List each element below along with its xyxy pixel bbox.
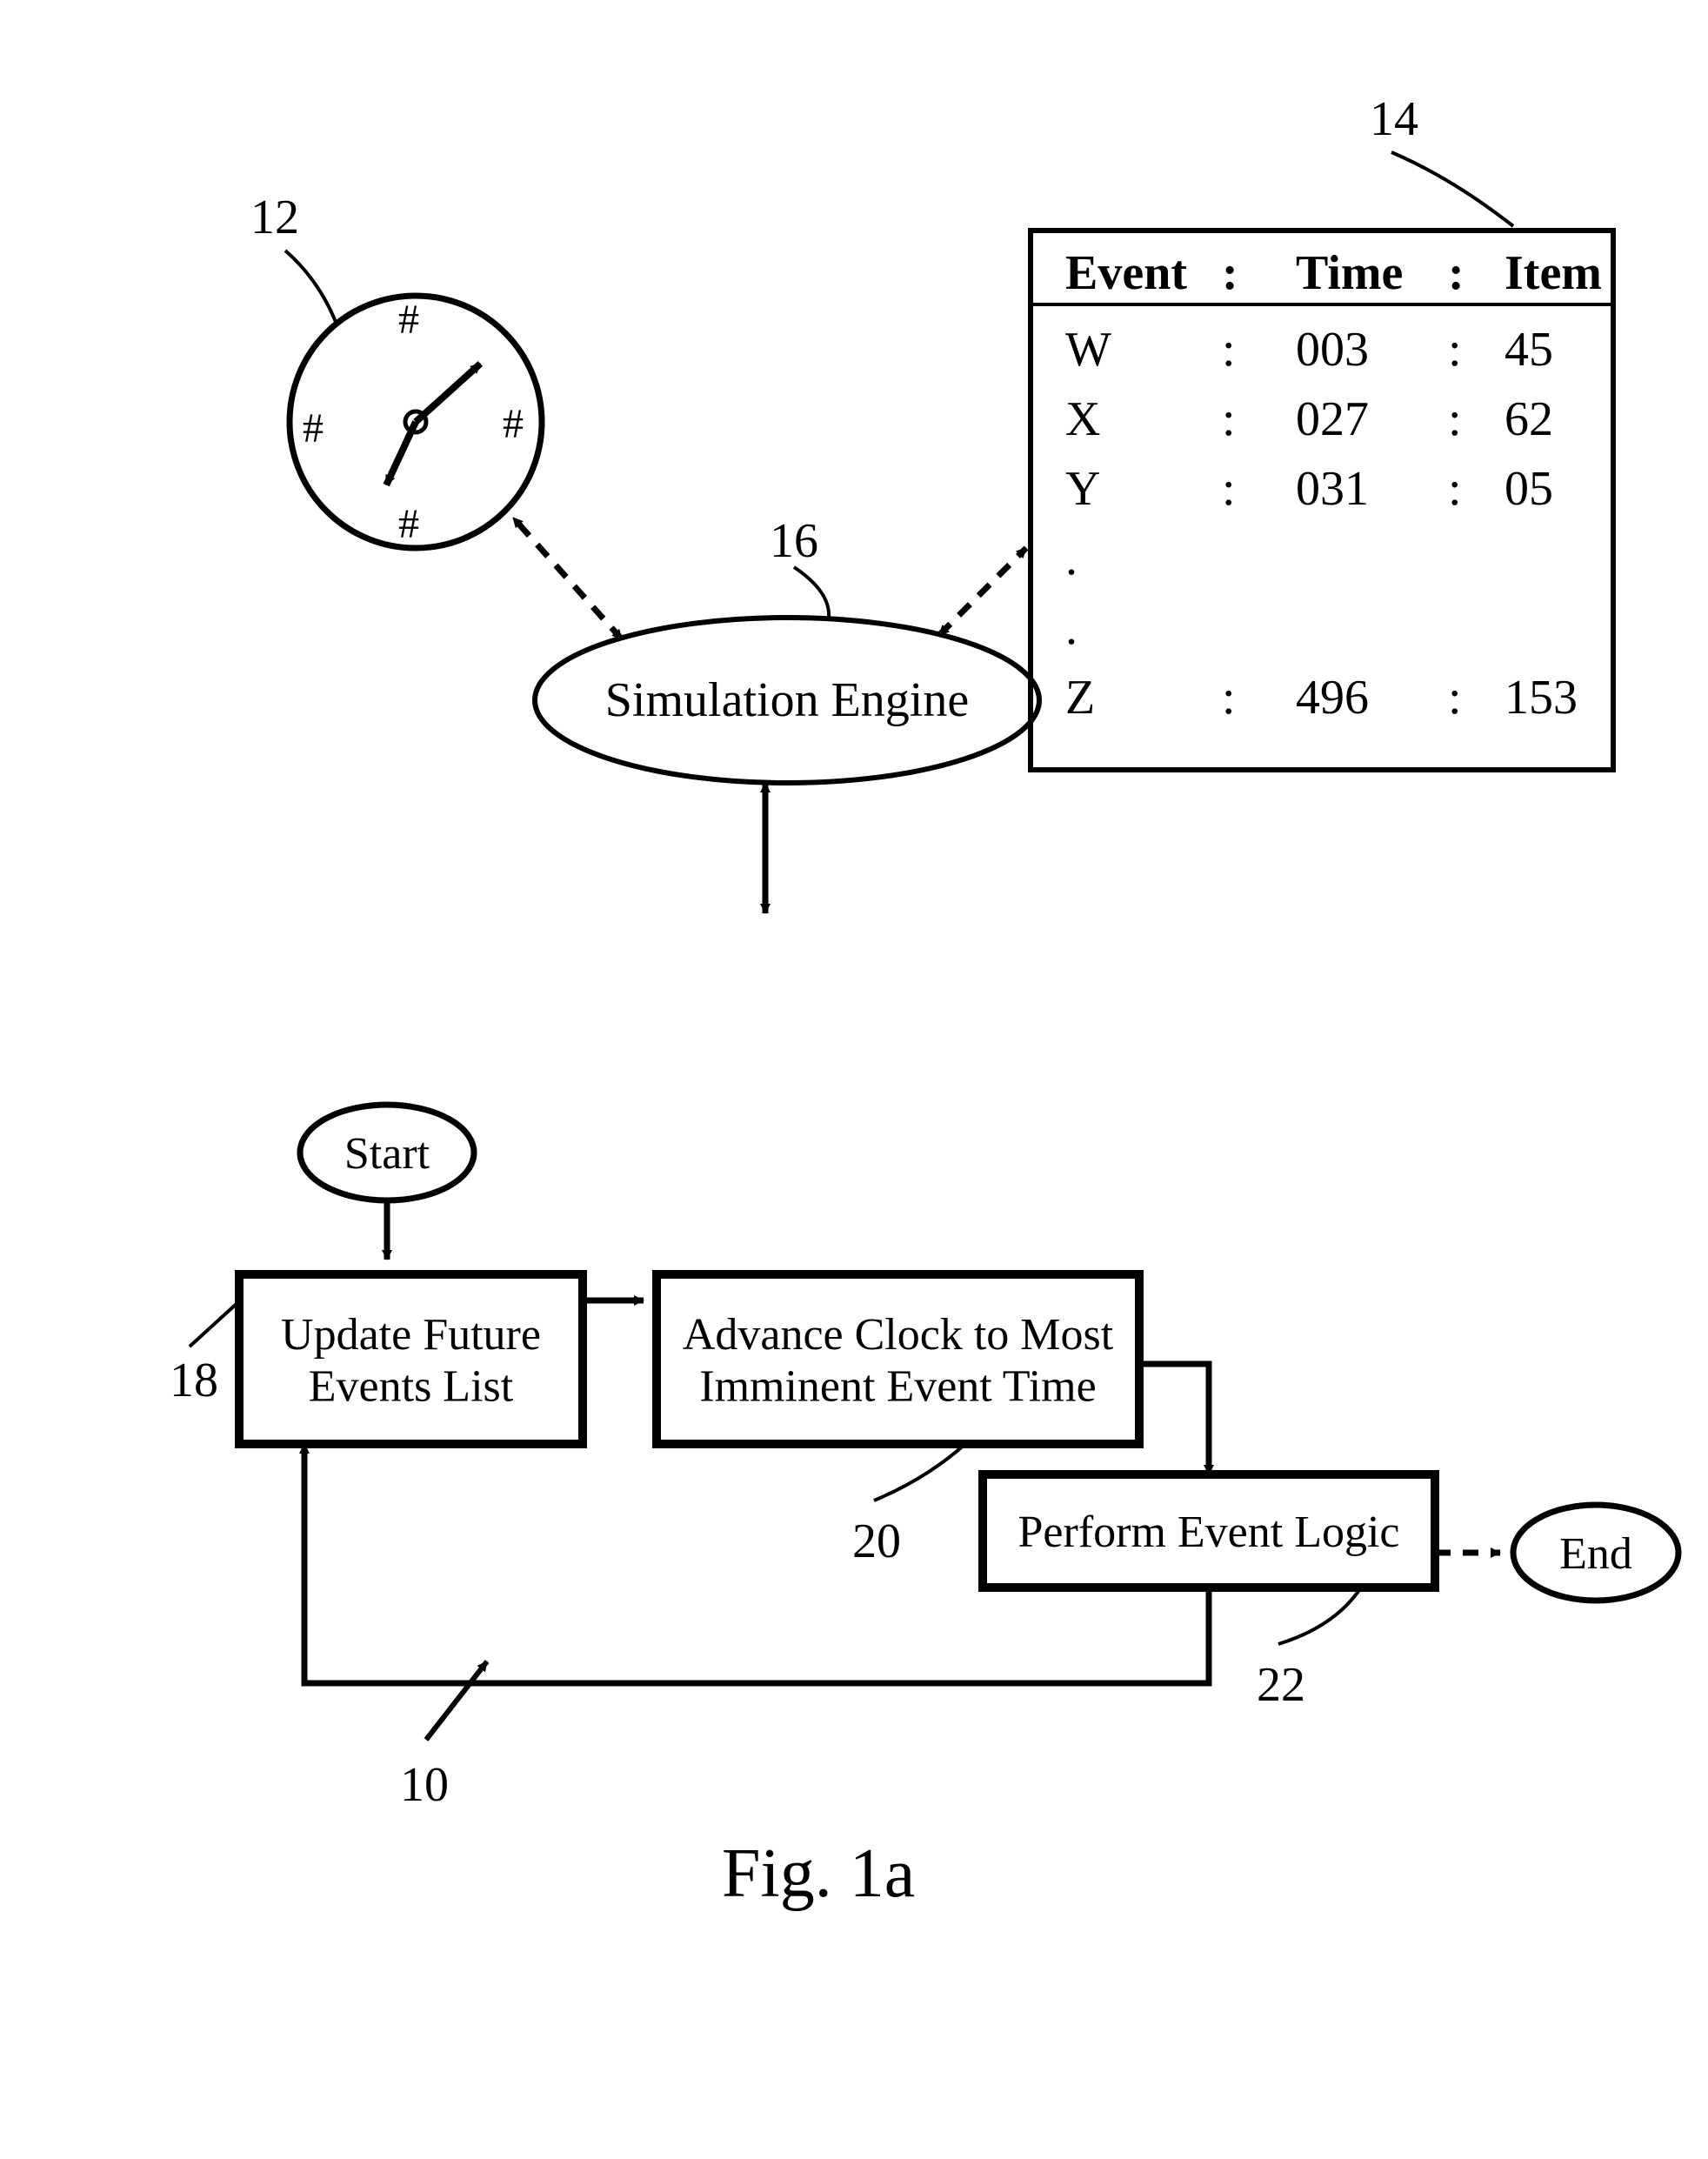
svg-text:Y: Y (1065, 462, 1100, 516)
svg-text:153: 153 (1505, 671, 1578, 725)
svg-text:22: 22 (1257, 1658, 1305, 1712)
svg-text:Z: Z (1065, 671, 1095, 725)
svg-text:W: W (1065, 323, 1111, 377)
svg-text:Simulation Engine: Simulation Engine (605, 673, 969, 727)
svg-text:Fig. 1a: Fig. 1a (722, 1835, 915, 1912)
svg-text:.: . (1065, 601, 1078, 655)
svg-text:14: 14 (1370, 92, 1418, 146)
svg-text:Imminent Event Time: Imminent Event Time (699, 1362, 1096, 1412)
svg-text:12: 12 (250, 190, 299, 244)
svg-text:031: 031 (1296, 462, 1369, 516)
svg-text:16: 16 (770, 514, 818, 568)
svg-text:45: 45 (1505, 323, 1553, 377)
svg-text:003: 003 (1296, 323, 1369, 377)
svg-text:Update Future: Update Future (281, 1310, 541, 1360)
svg-text:496: 496 (1296, 671, 1369, 725)
svg-text::: : (1222, 392, 1236, 446)
svg-text:Perform Event Logic: Perform Event Logic (1018, 1507, 1400, 1557)
svg-text:#: # (398, 501, 419, 547)
svg-text:027: 027 (1296, 392, 1369, 446)
svg-text:#: # (398, 297, 419, 343)
svg-text::: : (1448, 462, 1462, 516)
svg-text::: : (1448, 323, 1462, 377)
svg-text::: : (1222, 462, 1236, 516)
svg-text::: : (1448, 392, 1462, 446)
svg-text::: : (1448, 246, 1464, 300)
svg-text:05: 05 (1505, 462, 1553, 516)
svg-text::: : (1448, 671, 1462, 725)
svg-text:Advance Clock to Most: Advance Clock to Most (683, 1310, 1114, 1360)
svg-text:.: . (1065, 531, 1078, 585)
svg-text:End: End (1559, 1529, 1632, 1579)
svg-text:#: # (303, 405, 324, 451)
svg-text:#: # (503, 401, 524, 447)
svg-text:62: 62 (1505, 392, 1553, 446)
svg-text::: : (1222, 323, 1236, 377)
svg-text:Time: Time (1296, 246, 1403, 300)
svg-text:18: 18 (170, 1354, 218, 1407)
svg-text:Start: Start (344, 1129, 430, 1179)
svg-text:20: 20 (852, 1514, 901, 1568)
svg-text:Item: Item (1505, 246, 1602, 300)
svg-text:X: X (1065, 392, 1100, 446)
svg-text::: : (1222, 246, 1238, 300)
svg-text::: : (1222, 671, 1236, 725)
svg-text:10: 10 (400, 1758, 449, 1812)
svg-text:Events List: Events List (309, 1362, 514, 1412)
svg-text:Event: Event (1065, 246, 1187, 300)
